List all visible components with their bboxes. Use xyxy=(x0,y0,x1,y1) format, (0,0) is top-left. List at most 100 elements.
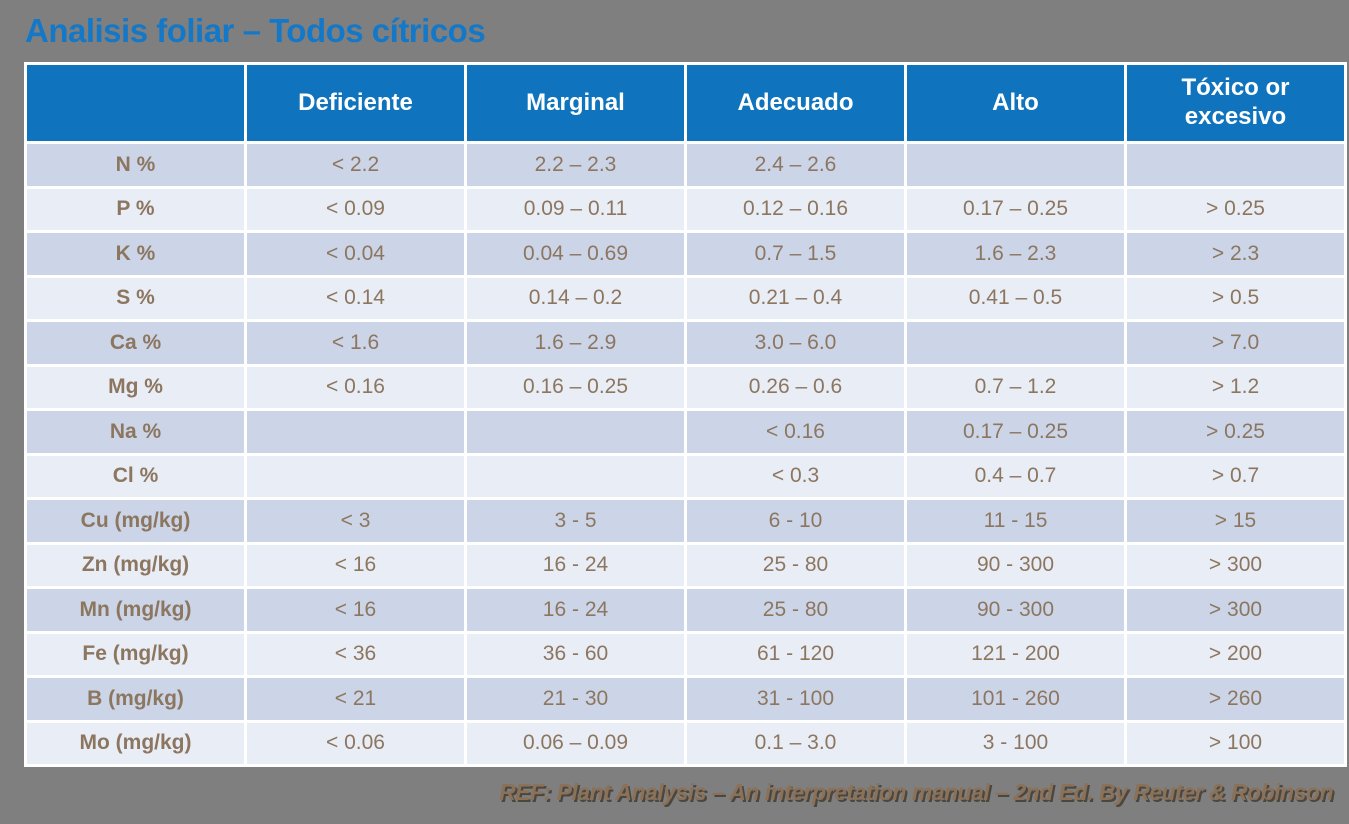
table-cell: 2.4 – 2.6 xyxy=(687,144,904,186)
column-header: Deficiente xyxy=(247,65,464,141)
table-cell xyxy=(467,411,684,453)
table-cell: < 16 xyxy=(247,544,464,586)
table-cell: < 3 xyxy=(247,500,464,542)
table-cell: 90 - 300 xyxy=(907,544,1124,586)
table-cell xyxy=(907,144,1124,186)
row-label: Mn (mg/kg) xyxy=(27,589,244,631)
table-cell: 0.17 – 0.25 xyxy=(907,411,1124,453)
table-row: Zn (mg/kg) < 16 16 - 24 25 - 80 90 - 300 > 30… xyxy=(27,544,1344,586)
table-cell: 0.12 – 0.16 xyxy=(687,188,904,230)
table-cell: > 300 xyxy=(1127,589,1344,631)
row-label: K % xyxy=(27,233,244,275)
table-cell: > 2.3 xyxy=(1127,233,1344,275)
table-cell: 1.6 – 2.3 xyxy=(907,233,1124,275)
column-header: Alto xyxy=(907,65,1124,141)
table-cell: < 36 xyxy=(247,633,464,675)
table-row: S % < 0.14 0.14 – 0.2 0.21 – 0.4 0.41 – 0.5 >… xyxy=(27,277,1344,319)
table-cell: 0.04 – 0.69 xyxy=(467,233,684,275)
table-cell: > 300 xyxy=(1127,544,1344,586)
table-row: Mo (mg/kg) < 0.06 0.06 – 0.09 0.1 – 3.0 3 - … xyxy=(27,722,1344,764)
table-row: B (mg/kg) < 21 21 - 30 31 - 100 101 - 260 > 2… xyxy=(27,678,1344,720)
table-cell: < 1.6 xyxy=(247,322,464,364)
column-header-empty xyxy=(27,65,244,141)
table-cell: < 2.2 xyxy=(247,144,464,186)
table-cell xyxy=(247,411,464,453)
row-label: B (mg/kg) xyxy=(27,678,244,720)
table-cell: 3 - 100 xyxy=(907,722,1124,764)
table-cell: 0.4 – 0.7 xyxy=(907,455,1124,497)
table-row: Na % < 0.16 0.17 – 0.25 > 0.25 xyxy=(27,411,1344,453)
table-cell: 25 - 80 xyxy=(687,589,904,631)
table-cell: > 15 xyxy=(1127,500,1344,542)
row-label: Cl % xyxy=(27,455,244,497)
table-cell: 21 - 30 xyxy=(467,678,684,720)
row-label: N % xyxy=(27,144,244,186)
table-cell: 31 - 100 xyxy=(687,678,904,720)
table-cell: > 7.0 xyxy=(1127,322,1344,364)
table-cell: < 0.09 xyxy=(247,188,464,230)
table-row: Ca % < 1.6 1.6 – 2.9 3.0 – 6.0 > 7.0 xyxy=(27,322,1344,364)
table-cell: 101 - 260 xyxy=(907,678,1124,720)
table-body: N % < 2.2 2.2 – 2.3 2.4 – 2.6 P % < 0.09 0.09 … xyxy=(27,144,1344,764)
table-cell: > 0.5 xyxy=(1127,277,1344,319)
reference-citation: REF: Plant Analysis – An interpretation … xyxy=(499,779,1333,805)
row-label: Zn (mg/kg) xyxy=(27,544,244,586)
table-row: Fe (mg/kg) < 36 36 - 60 61 - 120 121 - 200 > … xyxy=(27,633,1344,675)
table-cell: > 200 xyxy=(1127,633,1344,675)
table-cell: 90 - 300 xyxy=(907,589,1124,631)
table-cell: 0.26 – 0.6 xyxy=(687,366,904,408)
table-cell: 0.41 – 0.5 xyxy=(907,277,1124,319)
table-row: Mn (mg/kg) < 16 16 - 24 25 - 80 90 - 300 > 30… xyxy=(27,589,1344,631)
row-label: S % xyxy=(27,277,244,319)
table-cell: < 21 xyxy=(247,678,464,720)
table-cell: 121 - 200 xyxy=(907,633,1124,675)
column-header: Tóxico or excesivo xyxy=(1127,65,1344,141)
table-cell: < 0.16 xyxy=(247,366,464,408)
table-row: N % < 2.2 2.2 – 2.3 2.4 – 2.6 xyxy=(27,144,1344,186)
table-cell xyxy=(907,322,1124,364)
page-title: Analisis foliar – Todos cítricos xyxy=(25,12,486,49)
table-cell: < 0.16 xyxy=(687,411,904,453)
row-label: Mg % xyxy=(27,366,244,408)
table-cell xyxy=(247,455,464,497)
table-cell: > 260 xyxy=(1127,678,1344,720)
table-cell: 16 - 24 xyxy=(467,544,684,586)
table-cell: 6 - 10 xyxy=(687,500,904,542)
table-cell: 0.21 – 0.4 xyxy=(687,277,904,319)
table-cell: < 16 xyxy=(247,589,464,631)
table-cell: 11 - 15 xyxy=(907,500,1124,542)
table-cell: > 0.25 xyxy=(1127,411,1344,453)
table-cell: 16 - 24 xyxy=(467,589,684,631)
table-cell: 2.2 – 2.3 xyxy=(467,144,684,186)
table-cell: 3 - 5 xyxy=(467,500,684,542)
table-cell: 25 - 80 xyxy=(687,544,904,586)
table-cell xyxy=(1127,144,1344,186)
table-cell: 0.7 – 1.5 xyxy=(687,233,904,275)
column-header: Marginal xyxy=(467,65,684,141)
table-cell: < 0.04 xyxy=(247,233,464,275)
table-cell: 0.7 – 1.2 xyxy=(907,366,1124,408)
table-cell: 0.16 – 0.25 xyxy=(467,366,684,408)
table-cell: 1.6 – 2.9 xyxy=(467,322,684,364)
table-cell: 36 - 60 xyxy=(467,633,684,675)
row-label: Ca % xyxy=(27,322,244,364)
table-cell: < 0.3 xyxy=(687,455,904,497)
table-cell: > 1.2 xyxy=(1127,366,1344,408)
table-row: Mg % < 0.16 0.16 – 0.25 0.26 – 0.6 0.7 – 1.2… xyxy=(27,366,1344,408)
header-row: Deficiente Marginal Adecuado Alto Tóxico or … xyxy=(27,65,1344,141)
row-label: Fe (mg/kg) xyxy=(27,633,244,675)
table-cell: 0.17 – 0.25 xyxy=(907,188,1124,230)
table-row: K % < 0.04 0.04 – 0.69 0.7 – 1.5 1.6 – 2.3 > … xyxy=(27,233,1344,275)
table-cell: < 0.14 xyxy=(247,277,464,319)
table-cell: > 100 xyxy=(1127,722,1344,764)
table-cell: 0.09 – 0.11 xyxy=(467,188,684,230)
column-header: Adecuado xyxy=(687,65,904,141)
row-label: Mo (mg/kg) xyxy=(27,722,244,764)
table-cell: 0.14 – 0.2 xyxy=(467,277,684,319)
table-cell xyxy=(467,455,684,497)
table-cell: < 0.06 xyxy=(247,722,464,764)
row-label: Na % xyxy=(27,411,244,453)
row-label: Cu (mg/kg) xyxy=(27,500,244,542)
